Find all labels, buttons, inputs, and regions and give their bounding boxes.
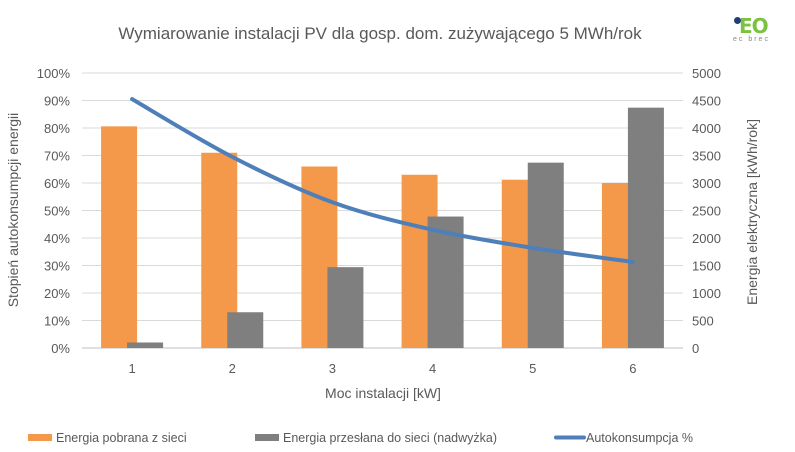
y-left-tick-label: 100% bbox=[37, 66, 71, 81]
legend-swatch bbox=[255, 434, 279, 441]
y-right-tick-label: 0 bbox=[692, 341, 699, 356]
bar-energy-to-grid bbox=[327, 267, 364, 348]
y-right-tick-label: 1500 bbox=[692, 259, 721, 274]
legend: Energia pobrana z sieci Energia przesłana… bbox=[28, 431, 693, 445]
line-autokonsumpcja bbox=[130, 97, 635, 264]
x-axis-label: Moc instalacji [kW] bbox=[325, 385, 441, 401]
legend-label: Energia przesłana do sieci (nadwyżka) bbox=[283, 431, 497, 445]
y-left-tick-label: 60% bbox=[44, 176, 70, 191]
y-left-tick-label: 70% bbox=[44, 149, 70, 164]
legend-label: Autokonsumpcja % bbox=[586, 431, 693, 445]
y-right-tick-label: 2500 bbox=[692, 204, 721, 219]
bar-energy-to-grid bbox=[427, 216, 464, 348]
y-left-tick-label: 90% bbox=[44, 94, 70, 109]
bar-energy-to-grid bbox=[127, 342, 164, 348]
legend-label: Energia pobrana z sieci bbox=[56, 431, 187, 445]
bar-energy-to-grid bbox=[627, 107, 664, 349]
y-left-tick-label: 50% bbox=[44, 204, 70, 219]
ieo-logo: EO ec brec bbox=[733, 16, 783, 50]
y-left-tick-label: 30% bbox=[44, 259, 70, 274]
y-right-tick-label: 1000 bbox=[692, 286, 721, 301]
y-left-tick-label: 80% bbox=[44, 121, 70, 136]
y-axis-right-label: Energia elektryczna [kWh/rok] bbox=[744, 119, 760, 305]
y-axis-left-label: Stopień autokonsumpcji energii bbox=[5, 113, 21, 308]
y-right-tick-label: 2000 bbox=[692, 231, 721, 246]
y-right-tick-label: 5000 bbox=[692, 66, 721, 81]
y-left-tick-label: 10% bbox=[44, 314, 70, 329]
chart-title: Wymiarowanie instalacji PV dla gosp. dom… bbox=[118, 24, 642, 43]
bar-energy-from-grid bbox=[101, 126, 138, 348]
y-right-tick-label: 4000 bbox=[692, 121, 721, 136]
y-right-tick-label: 500 bbox=[692, 314, 714, 329]
logo-sub: ec brec bbox=[733, 36, 770, 43]
y-right-tick-label: 4500 bbox=[692, 94, 721, 109]
legend-swatch bbox=[28, 434, 52, 441]
bar-energy-to-grid bbox=[527, 162, 564, 348]
y-left-tick-label: 40% bbox=[44, 231, 70, 246]
y-right-tick-label: 3000 bbox=[692, 176, 721, 191]
x-tick-label: 6 bbox=[629, 361, 636, 376]
x-tick-label: 4 bbox=[429, 361, 436, 376]
x-tick-label: 3 bbox=[329, 361, 336, 376]
logo-dot bbox=[734, 17, 741, 24]
y-left-tick-label: 0% bbox=[51, 341, 70, 356]
logo-main: EO bbox=[733, 14, 769, 38]
y-right-tick-label: 3500 bbox=[692, 149, 721, 164]
x-tick-label: 2 bbox=[229, 361, 236, 376]
y-left-tick-label: 20% bbox=[44, 286, 70, 301]
x-tick-label: 1 bbox=[128, 361, 135, 376]
bar-energy-to-grid bbox=[227, 312, 264, 348]
x-tick-label: 5 bbox=[529, 361, 536, 376]
